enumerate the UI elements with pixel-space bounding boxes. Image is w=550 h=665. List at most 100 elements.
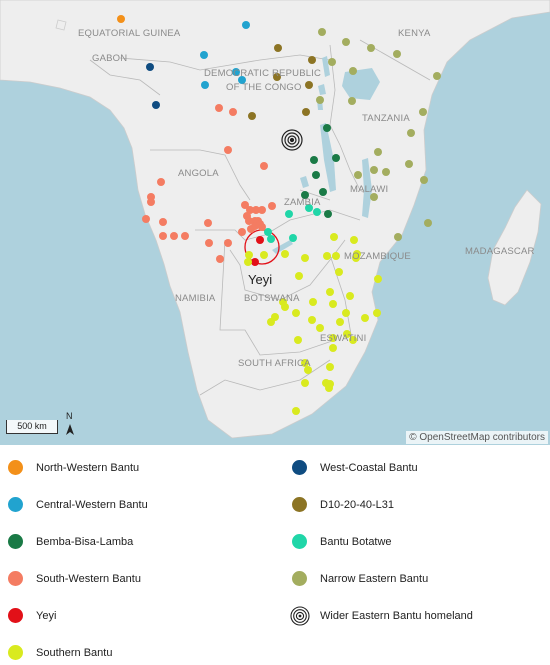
southern-point[interactable] bbox=[301, 359, 309, 367]
bemba-point[interactable] bbox=[319, 188, 327, 196]
narrow-eastern-point[interactable] bbox=[405, 160, 413, 168]
southern-point[interactable] bbox=[301, 254, 309, 262]
narrow-eastern-point[interactable] bbox=[318, 28, 326, 36]
bemba-point[interactable] bbox=[312, 171, 320, 179]
narrow-eastern-point[interactable] bbox=[394, 233, 402, 241]
botatwe-point[interactable] bbox=[289, 234, 297, 242]
bemba-point[interactable] bbox=[324, 210, 332, 218]
southern-point[interactable] bbox=[346, 292, 354, 300]
southern-point[interactable] bbox=[326, 380, 334, 388]
southern-point[interactable] bbox=[335, 268, 343, 276]
botatwe-point[interactable] bbox=[285, 210, 293, 218]
narrow-eastern-point[interactable] bbox=[367, 44, 375, 52]
narrow-eastern-point[interactable] bbox=[328, 58, 336, 66]
southern-point[interactable] bbox=[342, 309, 350, 317]
southern-point[interactable] bbox=[281, 250, 289, 258]
southern-point[interactable] bbox=[332, 252, 340, 260]
southern-point[interactable] bbox=[244, 258, 252, 266]
south-western-point[interactable] bbox=[205, 239, 213, 247]
southern-point[interactable] bbox=[352, 254, 360, 262]
bemba-point[interactable] bbox=[323, 124, 331, 132]
d10-point[interactable] bbox=[248, 112, 256, 120]
south-western-point[interactable] bbox=[241, 201, 249, 209]
d10-point[interactable] bbox=[305, 81, 313, 89]
narrow-eastern-point[interactable] bbox=[342, 38, 350, 46]
narrow-eastern-point[interactable] bbox=[349, 67, 357, 75]
narrow-eastern-point[interactable] bbox=[354, 171, 362, 179]
southern-point[interactable] bbox=[309, 298, 317, 306]
d10-point[interactable] bbox=[308, 56, 316, 64]
southern-point[interactable] bbox=[304, 366, 312, 374]
map-view[interactable]: EQUATORIAL GUINEA GABON DEMOCRATIC REPUB… bbox=[0, 0, 550, 445]
southern-point[interactable] bbox=[374, 275, 382, 283]
southern-point[interactable] bbox=[349, 336, 357, 344]
central-western-point[interactable] bbox=[238, 76, 246, 84]
southern-point[interactable] bbox=[329, 300, 337, 308]
botatwe-point[interactable] bbox=[313, 208, 321, 216]
south-western-point[interactable] bbox=[224, 239, 232, 247]
west-coastal-point[interactable] bbox=[146, 63, 154, 71]
d10-point[interactable] bbox=[273, 73, 281, 81]
southern-point[interactable] bbox=[301, 379, 309, 387]
bemba-point[interactable] bbox=[332, 154, 340, 162]
southern-point[interactable] bbox=[326, 288, 334, 296]
southern-point[interactable] bbox=[350, 236, 358, 244]
southern-point[interactable] bbox=[279, 298, 287, 306]
narrow-eastern-point[interactable] bbox=[407, 129, 415, 137]
narrow-eastern-point[interactable] bbox=[424, 219, 432, 227]
yeyi-point[interactable] bbox=[256, 236, 264, 244]
south-western-point[interactable] bbox=[260, 162, 268, 170]
south-western-point[interactable] bbox=[251, 222, 259, 230]
d10-point[interactable] bbox=[302, 108, 310, 116]
southern-point[interactable] bbox=[245, 251, 253, 259]
south-western-point[interactable] bbox=[159, 218, 167, 226]
southern-point[interactable] bbox=[323, 252, 331, 260]
south-western-point[interactable] bbox=[142, 215, 150, 223]
southern-point[interactable] bbox=[308, 316, 316, 324]
narrow-eastern-point[interactable] bbox=[316, 96, 324, 104]
southern-point[interactable] bbox=[316, 324, 324, 332]
southern-point[interactable] bbox=[292, 407, 300, 415]
south-western-point[interactable] bbox=[238, 228, 246, 236]
south-western-point[interactable] bbox=[181, 232, 189, 240]
central-western-point[interactable] bbox=[201, 81, 209, 89]
west-coastal-point[interactable] bbox=[152, 101, 160, 109]
southern-point[interactable] bbox=[260, 251, 268, 259]
narrow-eastern-point[interactable] bbox=[393, 50, 401, 58]
southern-point[interactable] bbox=[343, 330, 351, 338]
bemba-point[interactable] bbox=[301, 191, 309, 199]
d10-point[interactable] bbox=[274, 44, 282, 52]
botatwe-point[interactable] bbox=[264, 228, 272, 236]
south-western-point[interactable] bbox=[229, 108, 237, 116]
south-western-point[interactable] bbox=[245, 217, 253, 225]
narrow-eastern-point[interactable] bbox=[370, 166, 378, 174]
southern-point[interactable] bbox=[361, 314, 369, 322]
south-western-point[interactable] bbox=[216, 255, 224, 263]
southern-point[interactable] bbox=[373, 309, 381, 317]
central-western-point[interactable] bbox=[232, 68, 240, 76]
narrow-eastern-point[interactable] bbox=[374, 148, 382, 156]
central-western-point[interactable] bbox=[200, 51, 208, 59]
south-western-point[interactable] bbox=[224, 146, 232, 154]
south-western-point[interactable] bbox=[246, 206, 254, 214]
bemba-point[interactable] bbox=[310, 156, 318, 164]
southern-point[interactable] bbox=[329, 344, 337, 352]
narrow-eastern-point[interactable] bbox=[370, 193, 378, 201]
southern-point[interactable] bbox=[330, 233, 338, 241]
south-western-point[interactable] bbox=[170, 232, 178, 240]
map-attribution[interactable]: © OpenStreetMap contributors bbox=[406, 431, 548, 444]
south-western-point[interactable] bbox=[159, 232, 167, 240]
narrow-eastern-point[interactable] bbox=[433, 72, 441, 80]
north-western-point[interactable] bbox=[117, 15, 125, 23]
yeyi-point[interactable] bbox=[251, 258, 259, 266]
narrow-eastern-point[interactable] bbox=[382, 168, 390, 176]
south-western-point[interactable] bbox=[157, 178, 165, 186]
southern-point[interactable] bbox=[336, 318, 344, 326]
narrow-eastern-point[interactable] bbox=[419, 108, 427, 116]
south-western-point[interactable] bbox=[258, 206, 266, 214]
botatwe-point[interactable] bbox=[305, 204, 313, 212]
south-western-point[interactable] bbox=[147, 198, 155, 206]
southern-point[interactable] bbox=[292, 309, 300, 317]
south-western-point[interactable] bbox=[252, 206, 260, 214]
southern-point[interactable] bbox=[326, 363, 334, 371]
